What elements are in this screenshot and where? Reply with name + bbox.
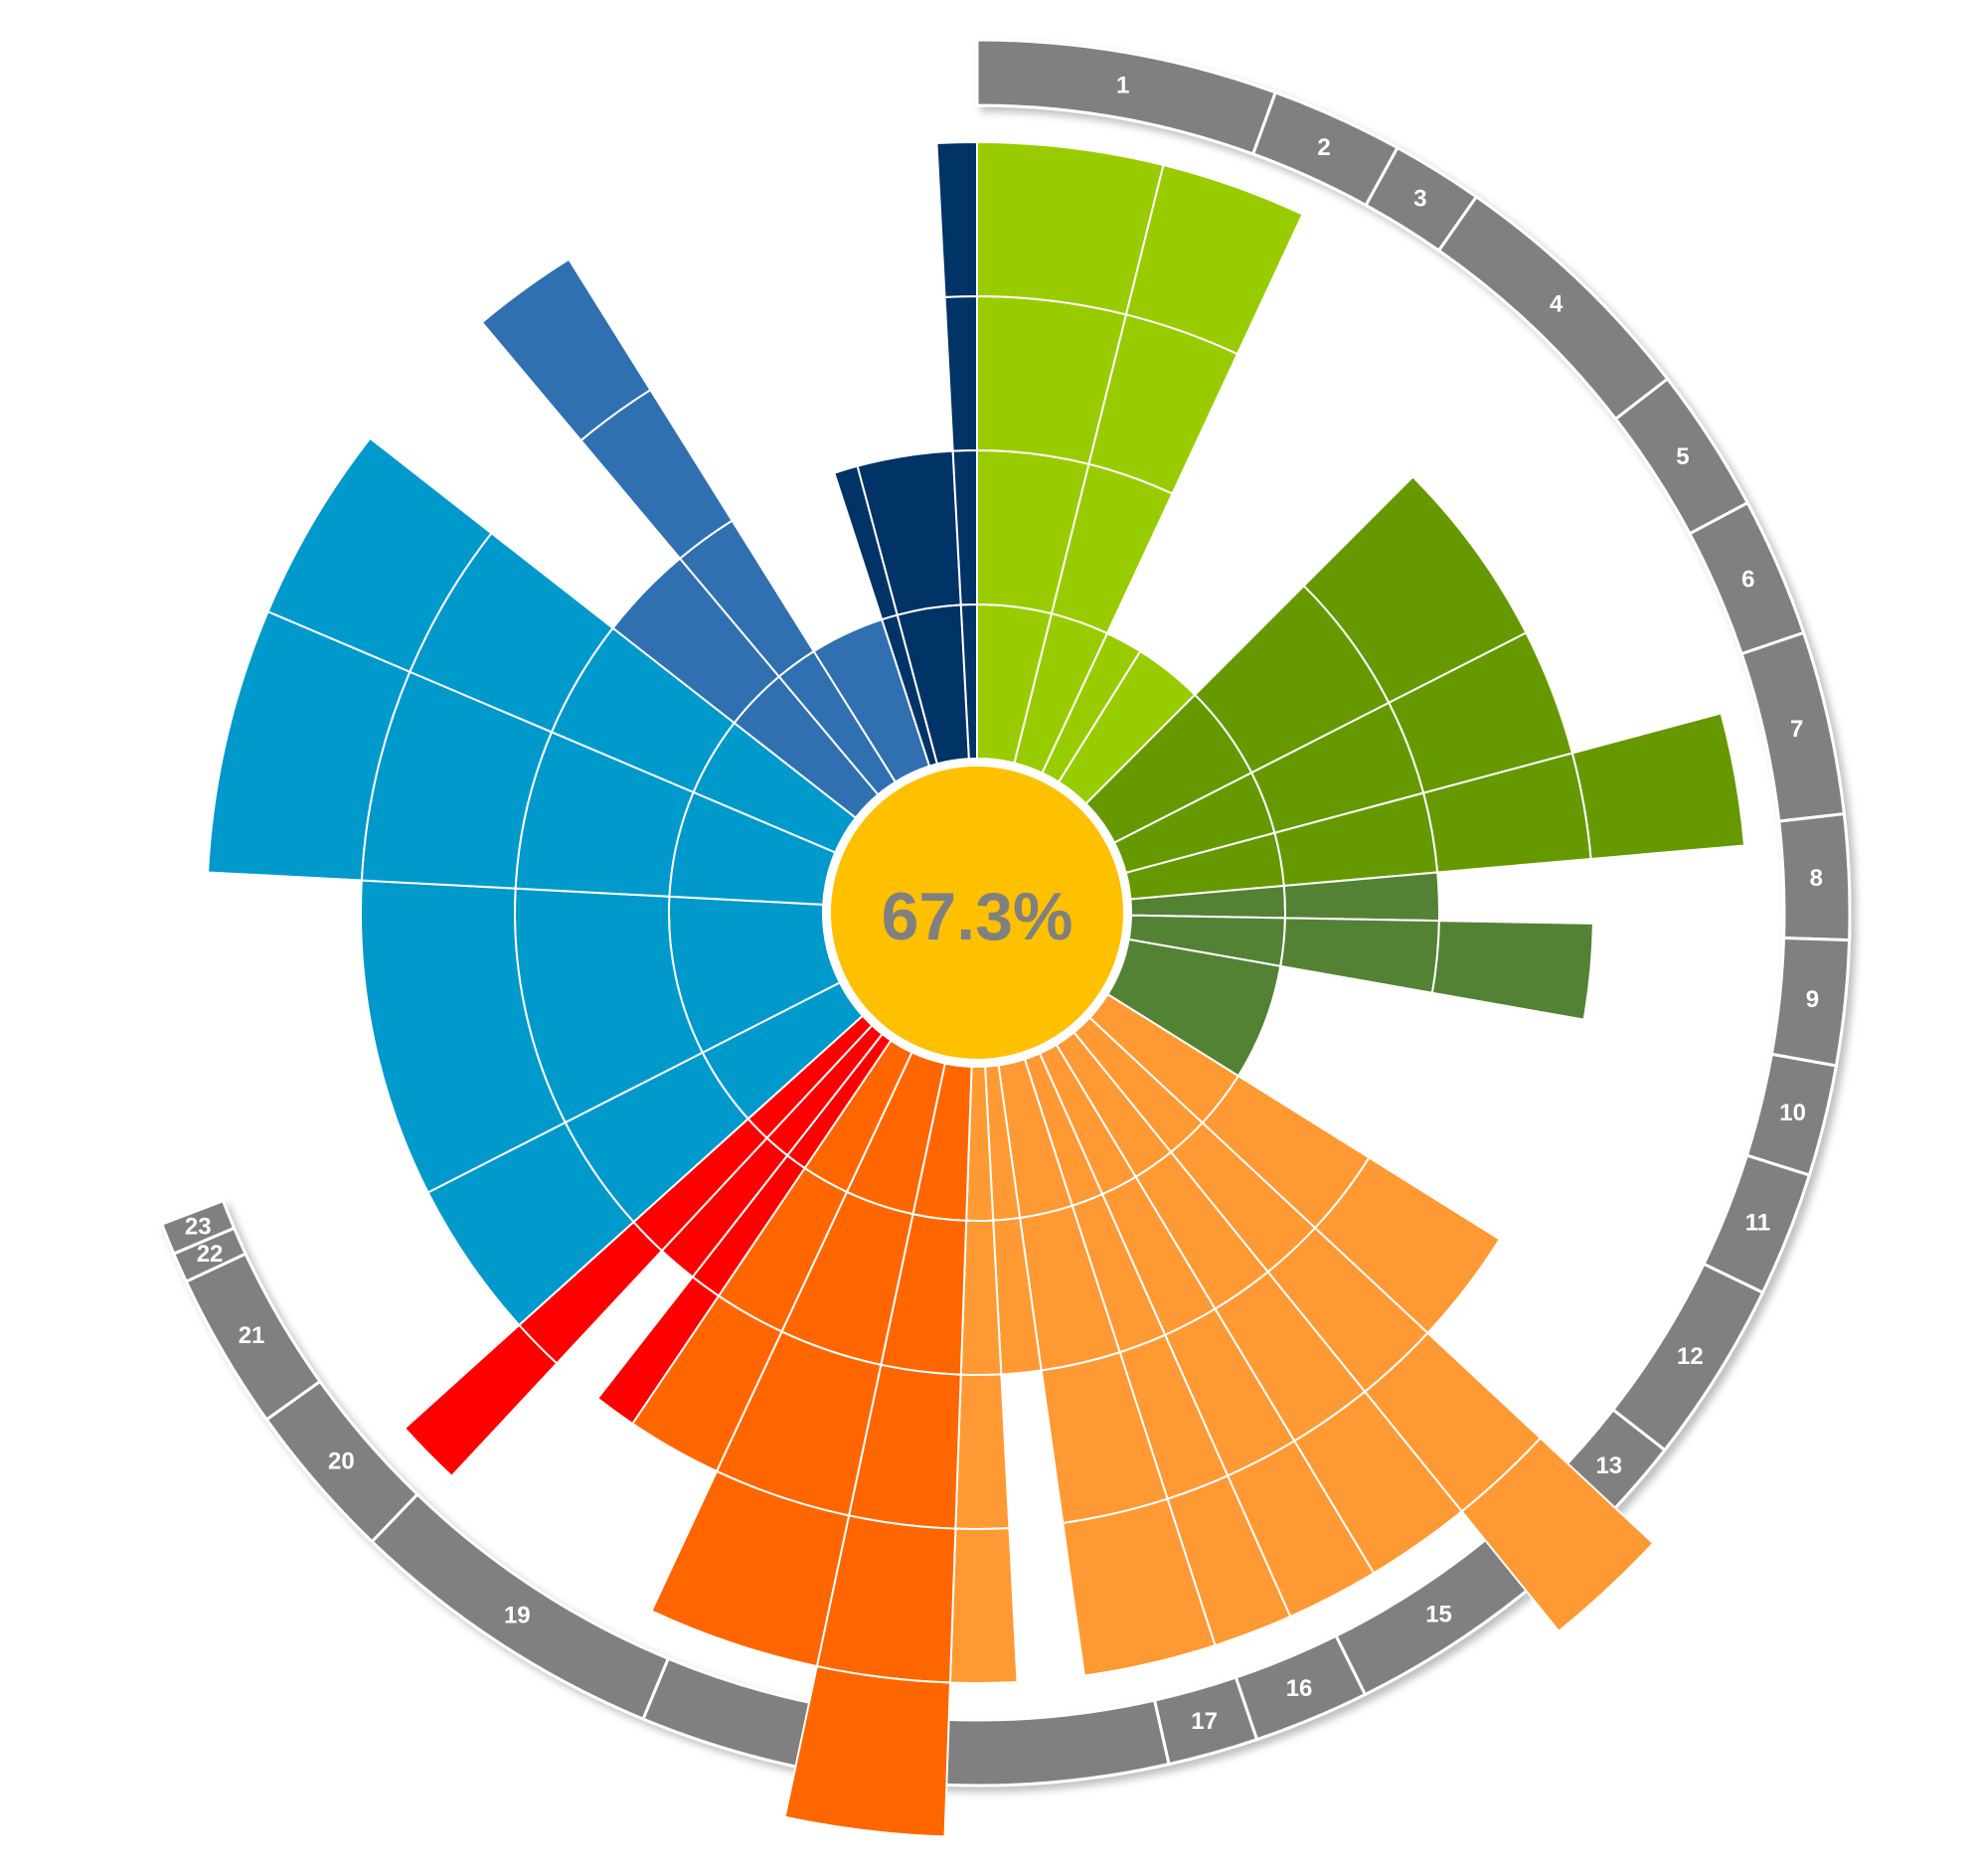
segment-label-2: 2 (1317, 134, 1330, 161)
bar-19-27-band-4 (266, 436, 493, 674)
bar-13-17-band-3 (954, 1373, 1011, 1530)
segment-label-13: 13 (1595, 1452, 1622, 1479)
segment-label-6: 6 (1741, 567, 1754, 594)
segment-label-17: 17 (1191, 1708, 1218, 1735)
center-value: 67.3% (882, 879, 1073, 954)
bar-13-17-band-2 (959, 1219, 1003, 1376)
bar-15-19-band-4 (650, 1469, 851, 1668)
segment-label-1: 1 (1116, 72, 1129, 98)
radial-bars (207, 140, 1746, 1838)
segment-label-4: 4 (1550, 291, 1564, 318)
bar-9-11-band-5 (1460, 1437, 1655, 1633)
ring-segment-23 (159, 1198, 237, 1257)
bar-5-6-band-4 (1570, 712, 1746, 861)
bar-1-1-band-4 (1124, 163, 1304, 356)
segment-label-23: 23 (185, 1213, 212, 1240)
segment-label-12: 12 (1677, 1343, 1704, 1370)
segment-label-22: 22 (197, 1241, 224, 1268)
segment-labels: 1234567891011121314151617181920212223 (185, 72, 1823, 1763)
segment-label-3: 3 (1413, 186, 1426, 213)
center-hub: 67.3% (825, 761, 1129, 1065)
bar-13-17-band-4 (948, 1527, 1019, 1684)
segment-label-15: 15 (1425, 1601, 1452, 1627)
segment-label-7: 7 (1790, 716, 1803, 743)
bar-23-33-band-4 (935, 140, 978, 298)
segment-label-5: 5 (1676, 443, 1689, 470)
segment-label-20: 20 (328, 1449, 355, 1475)
segment-label-9: 9 (1806, 986, 1819, 1013)
segment-label-21: 21 (239, 1322, 265, 1349)
bar-14-18-band-5 (783, 1664, 951, 1838)
bar-6-8-band-3 (1430, 920, 1594, 1021)
center-circle (825, 761, 1129, 1065)
bar-17-23-band-4 (403, 1323, 559, 1478)
segment-label-10: 10 (1779, 1100, 1806, 1126)
outer-segment-ring (159, 38, 1852, 1788)
segment-label-11: 11 (1745, 1209, 1770, 1236)
segment-label-16: 16 (1286, 1675, 1313, 1702)
bar-23-33-band-3 (943, 294, 978, 452)
segment-label-8: 8 (1810, 865, 1823, 892)
bar-6-8-band-2 (1279, 917, 1440, 994)
segment-label-19: 19 (504, 1603, 531, 1629)
bar-12-15-band-4 (1062, 1497, 1217, 1677)
bar-20-29-band-4 (480, 257, 652, 442)
